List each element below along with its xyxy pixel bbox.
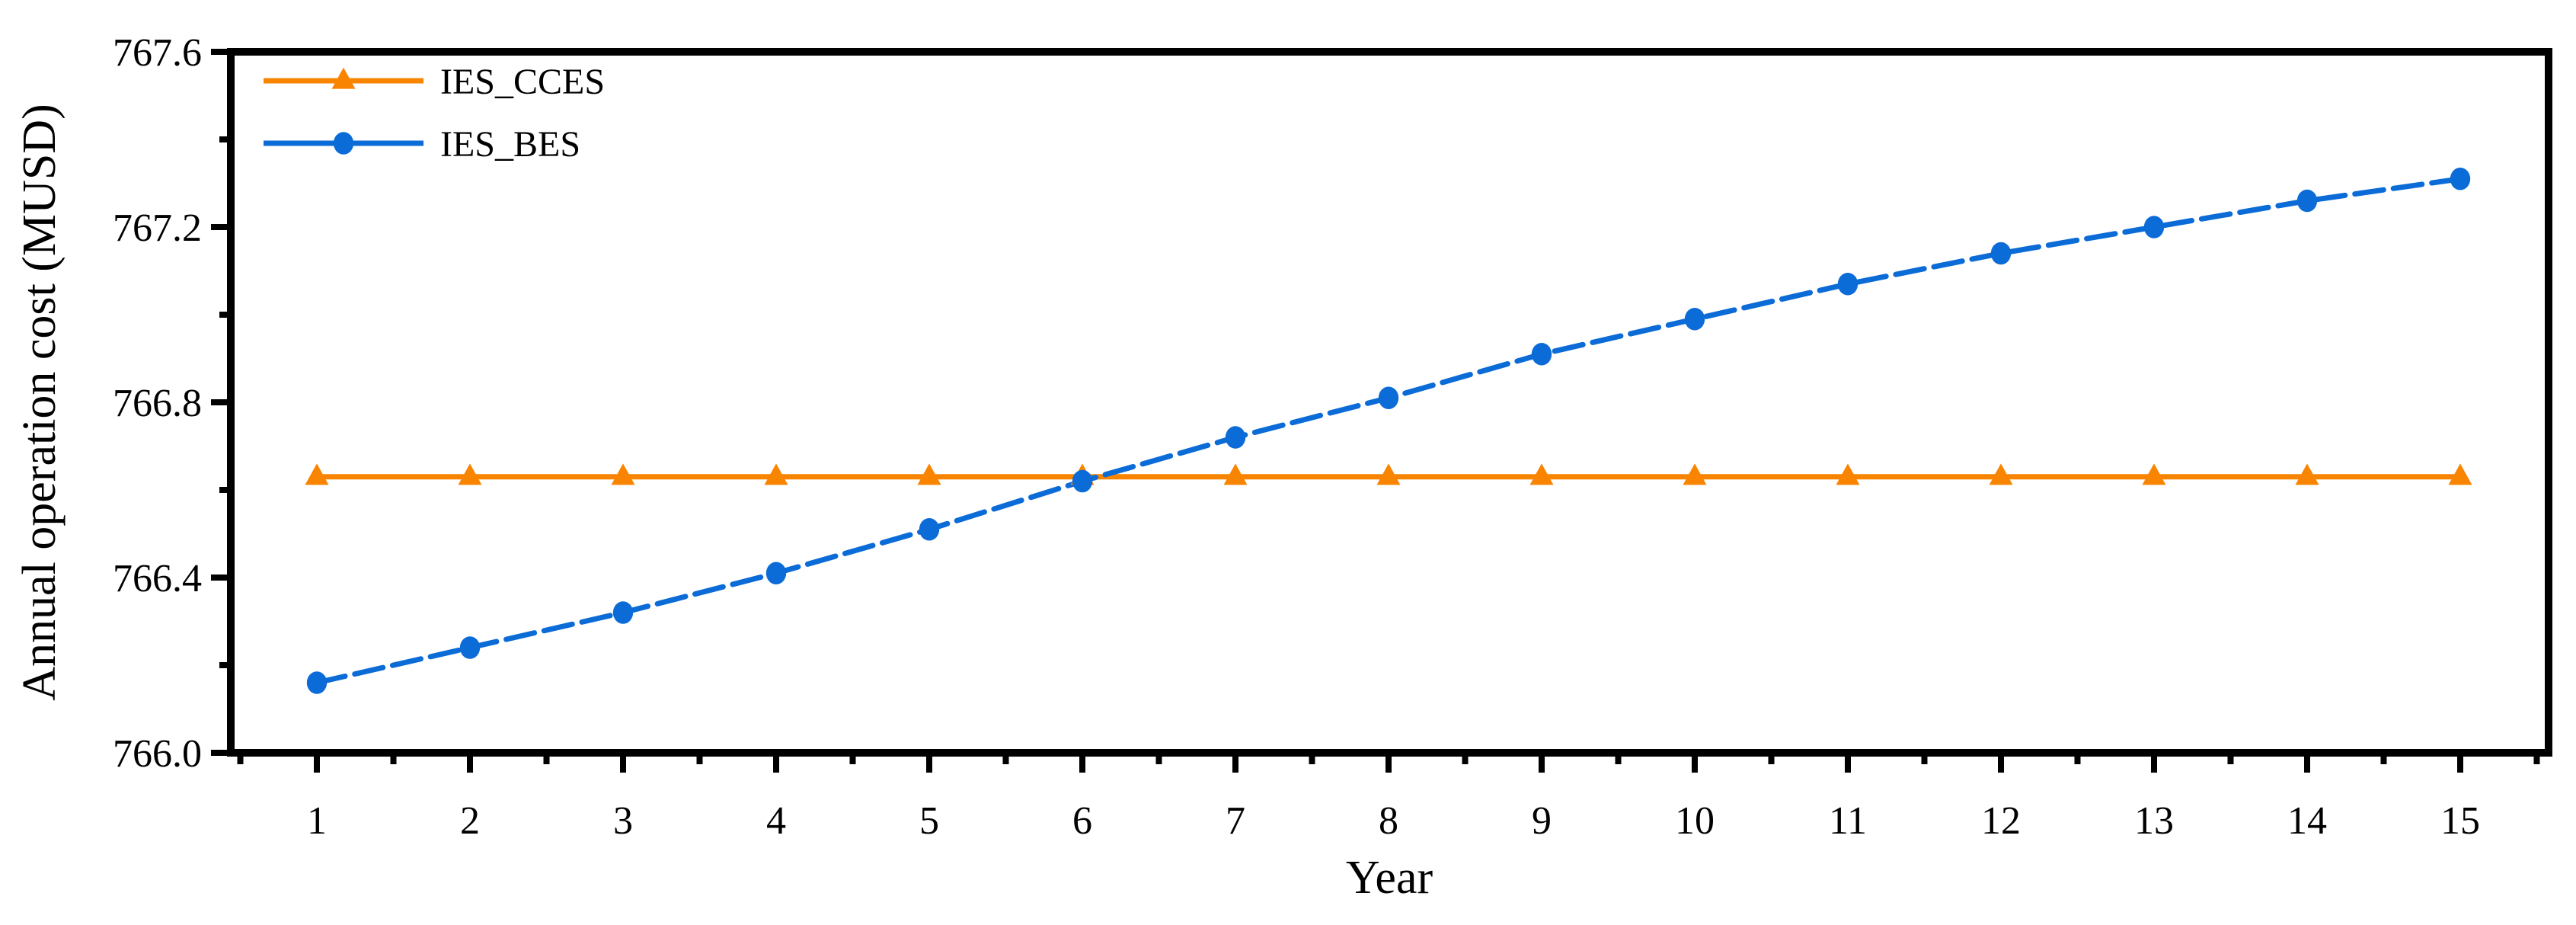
triangle-marker-ies_cces <box>2448 463 2472 485</box>
x-axis-title: Year <box>1346 852 1433 904</box>
y-tick-label: 766.8 <box>113 382 202 425</box>
circle-marker-ies_bes <box>612 601 634 624</box>
triangle-marker-ies_cces <box>764 463 788 485</box>
legend-circle-marker <box>333 132 354 155</box>
legend-triangle-marker <box>331 67 356 89</box>
circle-marker-ies_bes <box>919 517 940 541</box>
triangle-marker-ies_cces <box>1223 463 1248 485</box>
triangle-marker-ies_cces <box>1683 463 1707 485</box>
x-tick-label: 5 <box>919 799 939 843</box>
x-tick-label: 10 <box>1675 799 1715 843</box>
x-tick-label: 11 <box>1829 799 1867 843</box>
triangle-marker-ies_cces <box>1376 463 1401 485</box>
x-tick-label: 3 <box>613 799 633 843</box>
circle-marker-ies_bes <box>765 562 787 585</box>
legend-label-ies_bes: IES_BES <box>440 124 580 165</box>
circle-marker-ies_bes <box>1837 272 1858 296</box>
circle-marker-ies_bes <box>1684 307 1705 331</box>
y-tick-label: 766.4 <box>113 557 202 600</box>
triangle-marker-ies_cces <box>1836 463 1860 485</box>
y-tick-label: 766.0 <box>113 732 202 776</box>
circle-marker-ies_bes <box>2296 189 2318 213</box>
triangle-marker-ies_cces <box>611 463 635 485</box>
circle-marker-ies_bes <box>2143 216 2165 238</box>
circle-marker-ies_bes <box>1225 426 1246 449</box>
x-tick-label: 14 <box>2287 799 2327 843</box>
circle-marker-ies_bes <box>306 671 328 694</box>
x-tick-label: 2 <box>460 799 480 843</box>
x-tick-label: 12 <box>1981 799 2021 843</box>
circle-marker-ies_bes <box>2450 167 2471 190</box>
x-tick-label: 9 <box>1532 799 1552 843</box>
plot-box-spines <box>227 48 2552 757</box>
x-tick-label: 6 <box>1072 799 1092 843</box>
y-tick-label: 767.2 <box>113 206 202 250</box>
x-tick-label: 8 <box>1379 799 1398 843</box>
triangle-marker-ies_cces <box>458 463 482 485</box>
triangle-marker-ies_cces <box>305 463 329 485</box>
circle-marker-ies_bes <box>1072 469 1093 493</box>
x-tick-label: 7 <box>1226 799 1245 843</box>
triangle-marker-ies_cces <box>2142 463 2166 485</box>
circle-marker-ies_bes <box>1990 242 2012 265</box>
legend-label-ies_cces: IES_CCES <box>440 62 605 102</box>
y-axis-title: Annual operation cost (MUSD) <box>14 104 66 700</box>
x-tick-label: 4 <box>766 799 786 843</box>
triangle-marker-ies_cces <box>1989 463 2013 485</box>
circle-marker-ies_bes <box>459 636 481 659</box>
x-tick-label: 13 <box>2134 799 2174 843</box>
circle-marker-ies_bes <box>1531 342 1552 366</box>
triangle-marker-ies_cces <box>1529 463 1554 485</box>
triangle-marker-ies_cces <box>917 463 941 485</box>
x-tick-label: 15 <box>2440 799 2480 843</box>
triangle-marker-ies_cces <box>2295 463 2319 485</box>
y-tick-label: 767.6 <box>113 31 202 75</box>
circle-marker-ies_bes <box>1378 386 1399 410</box>
x-tick-label: 1 <box>307 799 327 843</box>
